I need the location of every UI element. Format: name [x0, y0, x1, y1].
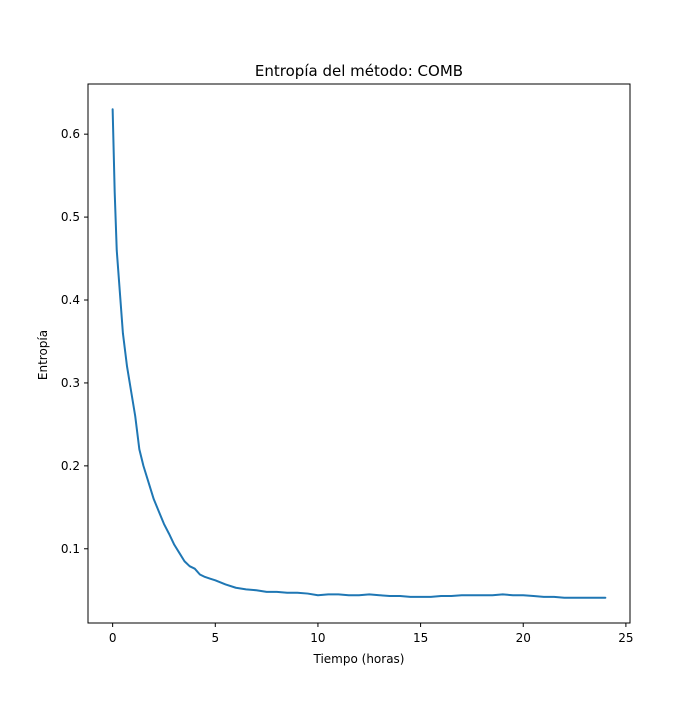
- x-tick-label: 15: [413, 631, 428, 645]
- x-tick-label: 0: [109, 631, 117, 645]
- series-line-0: [111, 108, 607, 599]
- y-axis-label: Entropía: [36, 330, 50, 380]
- x-tick-label: 25: [618, 631, 633, 645]
- y-tick-label: 0.1: [61, 542, 80, 556]
- x-tick-label: 5: [211, 631, 219, 645]
- x-tick-label: 20: [516, 631, 531, 645]
- x-axis-ticks: 0 5 10 15 20 25: [109, 623, 634, 645]
- y-tick-label: 0.5: [61, 210, 80, 224]
- y-tick-label: 0.3: [61, 376, 80, 390]
- series-layer: [111, 108, 607, 599]
- y-tick-label: 0.2: [61, 459, 80, 473]
- y-tick-label: 0.6: [61, 127, 80, 141]
- y-tick-label: 0.4: [61, 293, 80, 307]
- x-axis-label: Tiempo (horas): [313, 652, 405, 666]
- x-tick-label: 10: [310, 631, 325, 645]
- chart-title: Entropía del método: COMB: [255, 62, 463, 80]
- plot-area-frame: [87, 83, 631, 624]
- y-axis-ticks: 0.1 0.2 0.3 0.4 0.5 0.6: [61, 127, 88, 556]
